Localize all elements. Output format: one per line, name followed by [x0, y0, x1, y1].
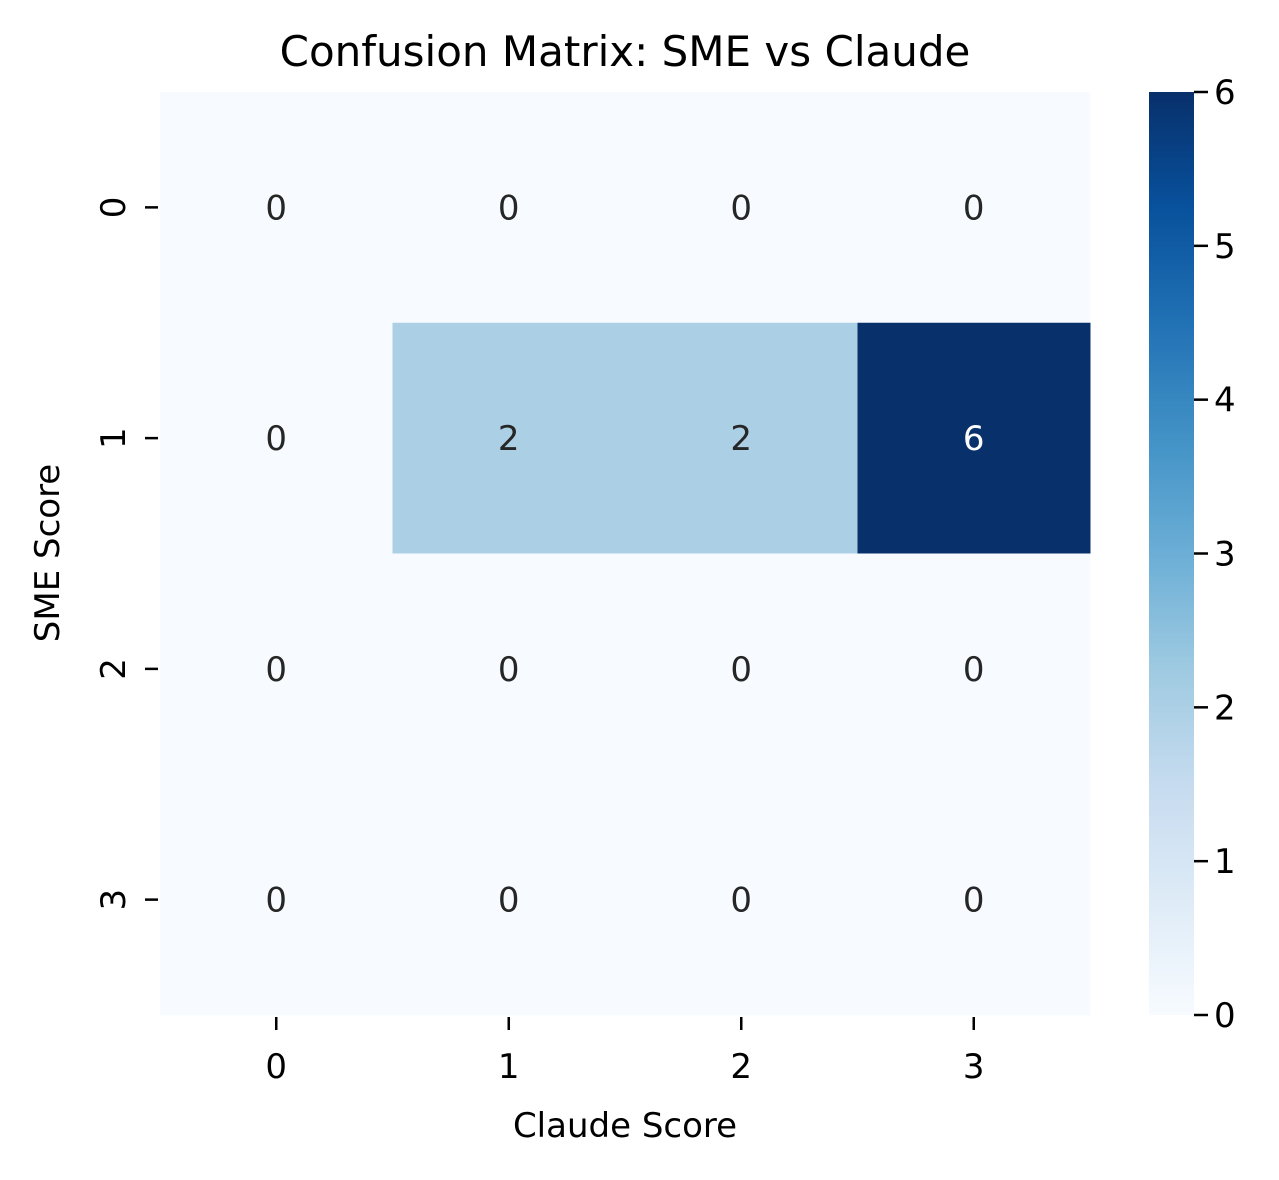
- colorbar-tick-label: 6: [1214, 73, 1236, 113]
- colorbar-tick-label: 1: [1214, 842, 1236, 882]
- cell-value-label: 6: [963, 419, 985, 459]
- cell-value-label: 0: [963, 650, 985, 690]
- cell-value-label: 0: [730, 881, 752, 921]
- heatmap-cell: [625, 553, 858, 785]
- y-tick-label: 3: [94, 889, 134, 911]
- heatmap-cell: [392, 322, 626, 554]
- x-axis-label: Claude Score: [513, 1106, 737, 1146]
- colorbar-tick-label: 0: [1214, 996, 1236, 1036]
- cell-value-label: 0: [498, 188, 520, 228]
- cell-value-label: 0: [265, 881, 287, 921]
- cell-value-label: 0: [498, 650, 520, 690]
- x-tick-label: 0: [265, 1047, 287, 1087]
- heatmap-cell: [625, 322, 858, 554]
- x-tick-label: 1: [498, 1047, 520, 1087]
- heatmap-cell: [392, 784, 626, 1016]
- x-tick-label: 3: [963, 1047, 985, 1087]
- cell-value-label: 2: [498, 419, 520, 459]
- colorbar-tick-label: 3: [1214, 535, 1236, 575]
- colorbar-tick-label: 5: [1214, 227, 1236, 267]
- heatmap-cell: [392, 553, 626, 785]
- colorbar-tick-label: 2: [1214, 688, 1236, 728]
- colorbar-tick-label: 4: [1214, 381, 1236, 421]
- cell-value-label: 0: [963, 188, 985, 228]
- cell-value-label: 0: [730, 188, 752, 228]
- heatmap-cell: [625, 784, 858, 1016]
- heatmap-cell: [857, 553, 1091, 785]
- colorbar-gradient: [1149, 92, 1194, 1015]
- heatmap-cell: [392, 92, 626, 324]
- cell-value-label: 0: [498, 881, 520, 921]
- cell-value-label: 0: [265, 650, 287, 690]
- cell-value-label: 0: [730, 650, 752, 690]
- y-tick-label: 2: [94, 658, 134, 680]
- cell-value-label: 2: [730, 419, 752, 459]
- heatmap-cells: 0 0 0 0 0 2 2 6 0 0 0 0 0 0 0 0: [160, 92, 1091, 1016]
- cell-value-label: 0: [963, 881, 985, 921]
- heatmap-cell: [160, 553, 393, 785]
- y-tick-label: 1: [94, 427, 134, 449]
- colorbar: 0 1 2 3 4 5 6: [1149, 73, 1236, 1036]
- y-tick-label: 0: [94, 197, 134, 219]
- cell-value-label: 0: [265, 419, 287, 459]
- heatmap-cell: [160, 322, 393, 554]
- heatmap-cell: [160, 784, 393, 1016]
- x-axis: 0 1 2 3: [265, 1017, 985, 1087]
- y-axis-label: SME Score: [28, 464, 68, 642]
- cell-value-label: 0: [265, 188, 287, 228]
- heatmap-cell: [857, 322, 1091, 554]
- heatmap-cell: [857, 784, 1091, 1016]
- heatmap-cell: [857, 92, 1091, 324]
- chart-title: Confusion Matrix: SME vs Claude: [280, 27, 971, 76]
- heatmap-cell: [160, 92, 393, 324]
- heatmap-cell: [625, 92, 858, 324]
- y-axis: 0 1 2 3: [94, 197, 158, 911]
- x-tick-label: 2: [730, 1047, 752, 1087]
